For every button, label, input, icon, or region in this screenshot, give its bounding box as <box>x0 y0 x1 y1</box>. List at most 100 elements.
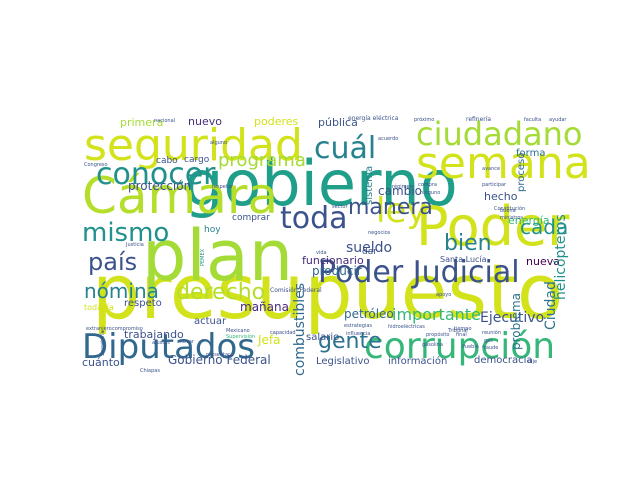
word-forma: forma <box>516 148 545 159</box>
word-diputados: Diputados <box>82 327 255 367</box>
word-petroleo: petróleo <box>344 307 394 321</box>
word-nuevo: nuevo <box>188 115 222 128</box>
word-actuar: actuar <box>194 316 227 327</box>
word-helicopteros: helicópteros <box>553 214 569 300</box>
word-negocios: negocios <box>368 230 391 236</box>
word-derecho: derecho <box>176 280 265 305</box>
word-fraude: fraude <box>482 345 498 351</box>
word-corrupcion: corrupción <box>364 326 555 367</box>
word-refineria: refinería <box>466 116 491 123</box>
word-acuerdo: acuerdo <box>378 136 398 142</box>
word-cabo: cabo <box>156 156 178 166</box>
word-proximo: próximo <box>414 116 434 123</box>
word-apoyo: apoyo <box>436 292 451 298</box>
word-manera: manera <box>348 195 433 220</box>
word-sueldo: sueldo <box>346 240 392 256</box>
word-final: final <box>456 332 467 338</box>
word-puebla: Puebla <box>462 344 479 350</box>
word-tiempo: tiempo <box>454 326 472 332</box>
word-cambio: cambio <box>378 184 422 198</box>
word-proteccion: protección <box>128 179 191 193</box>
word-plan: plan <box>142 215 293 297</box>
word-vida: vida <box>316 250 327 256</box>
word-energia: energía <box>508 214 550 227</box>
word-mexicano: Mexicano <box>226 328 250 334</box>
word-poder-judicial: Poder Judicial <box>318 255 520 290</box>
word-salario: salario <box>306 332 339 343</box>
word-avance: avance <box>482 166 500 172</box>
word-presentar: presentar <box>206 352 231 358</box>
word-ejecutivo: Ejecutivo <box>480 310 544 326</box>
word-compromiso: compromiso <box>112 326 143 332</box>
word-conocer: conocer <box>96 157 216 192</box>
word-hidroelectricas: hidroeléctricas <box>388 323 425 330</box>
word-nacional: nacional <box>154 118 175 124</box>
word-ninguno: ninguno <box>420 190 440 196</box>
word-dar: dar <box>362 247 377 257</box>
word-pais: país <box>88 248 137 276</box>
word-gasolina: gasolina <box>422 342 443 348</box>
word-poder: Poder <box>416 195 570 258</box>
word-cargo: cargo <box>184 155 210 165</box>
word-comprar: comprar <box>232 213 270 223</box>
word-ajustes: ajustes <box>152 340 170 346</box>
word-capacidad: capacidad <box>270 330 296 336</box>
word-cuanto: cuánto <box>82 356 120 369</box>
word-proposito: propósito <box>426 331 449 338</box>
word-nomina: nómina <box>84 279 159 303</box>
word-semana: semana <box>416 138 591 189</box>
word-ayudar: ayudar <box>549 117 567 123</box>
word-cada: cada <box>520 215 568 239</box>
word-proceso: proceso <box>516 153 527 192</box>
word-respetar: respetar <box>212 184 234 190</box>
word-justicia: Justicia <box>125 242 144 248</box>
word-reunion: reunión <box>482 329 501 336</box>
word-buena: buena <box>500 208 516 214</box>
word-participar: participar <box>482 182 507 188</box>
word-seguridad: seguridad <box>84 120 303 171</box>
word-hecho: hecho <box>484 190 518 203</box>
word-supervision: Supervisión <box>226 333 255 340</box>
word-nueva: nueva <box>526 255 560 268</box>
word-gas: gas <box>484 338 493 344</box>
word-toda: toda <box>280 201 348 236</box>
word-santa-lucia: Santa Lucía <box>440 255 487 264</box>
word-publica: pública <box>318 116 358 129</box>
word-manana: mañana <box>240 300 289 314</box>
word-compra: compra <box>418 182 437 188</box>
word-regimen: régimen <box>392 183 413 190</box>
word-sector: sector <box>332 204 348 210</box>
word-gobierno-federal: Gobierno Federal <box>168 353 271 367</box>
word-primera: primera <box>120 116 163 129</box>
word-bien: bien <box>444 231 492 256</box>
word-hoy: hoy <box>204 225 221 235</box>
word-pemex: PEMEX <box>200 248 206 266</box>
word-llevar: llevar <box>180 339 195 345</box>
word-mismo: mismo <box>82 218 169 248</box>
word-sistema: sistema <box>364 166 375 205</box>
word-respeto: respeto <box>124 298 162 309</box>
word-producir: producir <box>312 264 362 278</box>
word-constitucion: Constitución <box>494 205 525 212</box>
word-programa: programa <box>218 150 306 171</box>
word-ciudad: Ciudad <box>543 281 559 330</box>
word-todavia: todavía <box>84 303 114 312</box>
word-congreso: Congreso <box>84 162 108 168</box>
word-dije: dije <box>528 359 537 365</box>
word-estrategias: estrategias <box>344 323 372 329</box>
word-funcionario: funcionario <box>302 254 364 267</box>
word-combustibles: combustibles <box>292 283 308 376</box>
word-tribunal: Tribunal <box>447 328 468 334</box>
word-trabajando: trabajando <box>124 328 184 341</box>
word-extranjero: extranjero <box>86 326 112 332</box>
word-importante: importante <box>392 305 481 324</box>
word-faculta: faculta <box>524 117 541 123</box>
word-gente: gente <box>318 329 382 354</box>
word-informacion: información <box>388 355 447 367</box>
word-poderes: poderes <box>254 115 299 128</box>
word-cual: cuál <box>314 131 376 166</box>
word-chiapas: Chiapas <box>140 368 160 374</box>
word-presupuesto: presupuesto <box>92 247 563 336</box>
word-ley: ley <box>376 191 427 231</box>
